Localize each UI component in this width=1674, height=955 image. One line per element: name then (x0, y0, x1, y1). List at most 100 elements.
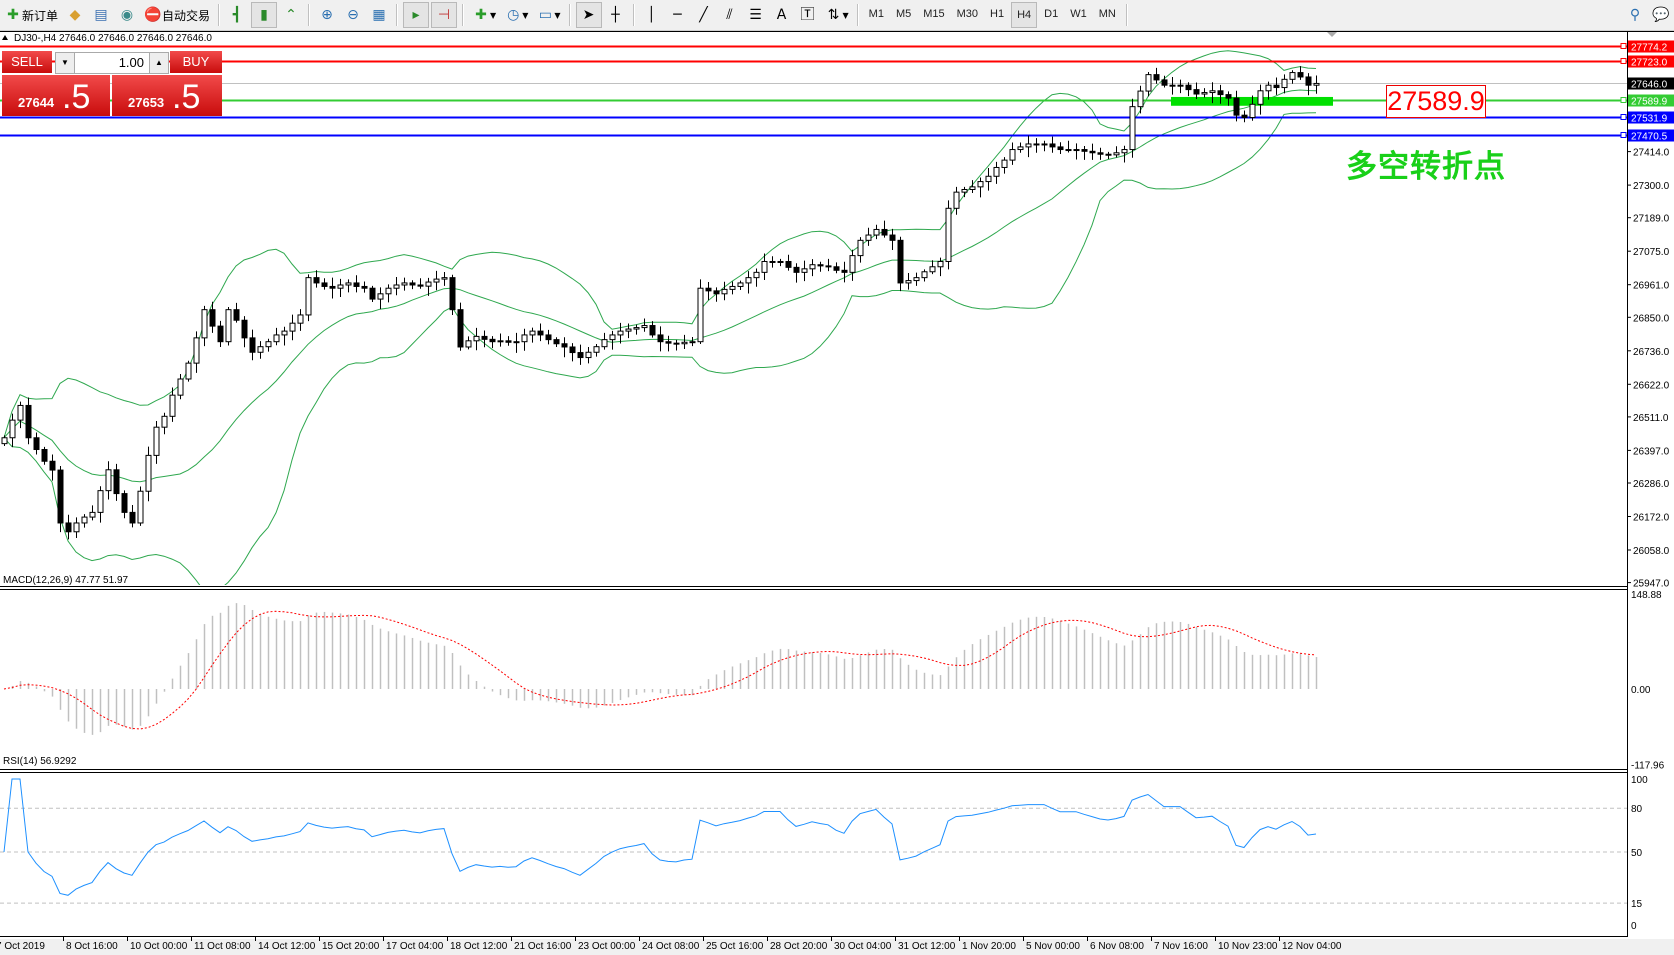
candle-body (1, 437, 8, 445)
zoom-out-button[interactable]: ⊖ (341, 3, 365, 27)
dropdown-icon: ▼ (554, 10, 561, 20)
candle-body (1225, 94, 1232, 99)
candle-body (33, 437, 40, 451)
timeframe-d1[interactable]: D1 (1044, 8, 1059, 20)
text-label-icon: 🅃 (800, 7, 815, 23)
candle-body (1137, 90, 1144, 108)
candle-body (41, 449, 48, 462)
candle-body (1313, 82, 1320, 86)
candle-body (185, 362, 192, 380)
periods-button[interactable]: ◷ ▼ (501, 3, 531, 27)
signals-button[interactable]: ◉ (115, 3, 139, 27)
level-handle (1620, 58, 1627, 64)
price-tick-label: 26961.0 (1633, 281, 1670, 292)
chart-area[interactable]: DJ30-,H4 27646.0 27646.0 27646.0 27646.0… (0, 31, 1674, 955)
candle-body (865, 234, 872, 241)
timeframe-m15[interactable]: M15 (923, 8, 945, 20)
price-annotation-label[interactable]: 27589.9 (1386, 85, 1486, 118)
chat-icon: 💬 (1652, 7, 1670, 23)
candle-body (241, 319, 248, 339)
time-tick-label: 28 Oct 20:00 (770, 941, 828, 952)
channel-button[interactable]: ⫽ (718, 3, 742, 27)
metaeditor-button[interactable]: ◆ (63, 3, 87, 27)
candle-body (193, 337, 200, 364)
text-button[interactable]: A (770, 3, 794, 27)
fibonacci-button[interactable]: ☰ (744, 3, 768, 27)
rsi-tick-label: 0 (1631, 921, 1637, 932)
auto-trading-button[interactable]: ⛔ 自动交易 (141, 3, 213, 27)
divider (218, 4, 221, 26)
candle-body (1161, 79, 1168, 86)
search-button[interactable]: ⚲ (1623, 3, 1647, 27)
timeframe-h1[interactable]: H1 (990, 8, 1005, 20)
divider (632, 4, 635, 26)
candle-body (1153, 74, 1160, 81)
timeframe-h4[interactable]: H4 (1011, 2, 1038, 28)
candle-body (1169, 84, 1176, 87)
strategy-tester-button[interactable]: ▤ (89, 3, 113, 27)
vertical-line-button[interactable]: │ (640, 3, 664, 27)
bar-chart-button[interactable]: ┫ (225, 3, 249, 27)
line-chart-button[interactable]: ⌃ (279, 3, 303, 27)
buy-price-main: 27653 (128, 95, 165, 110)
cursor-button[interactable]: ➤ (575, 2, 602, 28)
template-icon: ▭ (538, 7, 552, 23)
candle-body (1249, 103, 1256, 119)
time-tick-label: 24 Oct 08:00 (642, 941, 700, 952)
candle-body (561, 343, 568, 348)
candle-body (929, 266, 936, 273)
candle-body (465, 340, 472, 348)
candle-body (937, 260, 944, 268)
auto-scroll-button[interactable]: ▸ (403, 2, 430, 28)
time-tick-label: 25 Oct 16:00 (706, 941, 764, 952)
candle-body (393, 284, 400, 289)
buy-price-button[interactable]: 27653 .5 (112, 75, 222, 116)
lot-decrease-icon[interactable]: ▼ (56, 53, 75, 73)
zoom-in-button[interactable]: ⊕ (315, 3, 339, 27)
arrows-button[interactable]: ⇅ ▼ (822, 3, 852, 27)
timeframe-m1[interactable]: M1 (868, 8, 884, 20)
candle-body (1073, 149, 1080, 152)
chat-button[interactable]: 💬 (1649, 3, 1673, 27)
indicators-button[interactable]: ✚ ▼ (469, 3, 499, 27)
rsi-tick-label: 100 (1631, 775, 1648, 786)
trendline-icon: ╱ (699, 7, 708, 23)
bollinger-middle (3, 89, 1317, 483)
tile-windows-button[interactable]: ▦ (367, 3, 391, 27)
price-tick-label: 27189.0 (1633, 214, 1670, 225)
candle-body (881, 228, 888, 236)
templates-button[interactable]: ▭ ▼ (533, 3, 563, 27)
dropdown-icon: ▼ (490, 10, 497, 20)
sell-button[interactable]: SELL (2, 51, 52, 73)
timeframe-bar: M1 M5 M15 M30 H1 H4 D1 W1 MN (863, 2, 1122, 28)
crosshair-button[interactable]: ┼ (604, 3, 628, 27)
candle-body (1233, 97, 1240, 116)
candle-body (665, 341, 672, 344)
buy-button[interactable]: BUY (170, 51, 222, 73)
timeframe-m30[interactable]: M30 (956, 8, 979, 20)
bollinger-upper (3, 50, 1317, 438)
candle-body (441, 277, 448, 280)
lot-size-field[interactable]: ▼ 1.00 ▲ (55, 52, 169, 74)
pivot-annotation-text[interactable]: 多空转折点 (1346, 149, 1506, 185)
sell-price-button[interactable]: 27644 .5 (2, 75, 110, 116)
price-tick-label: 26058.0 (1633, 546, 1670, 557)
candle-body (841, 269, 848, 273)
candle-body (1041, 143, 1048, 146)
candle-body (1025, 143, 1032, 148)
timeframe-m5[interactable]: M5 (895, 8, 912, 20)
trendline-button[interactable]: ╱ (692, 3, 716, 27)
auto-trading-icon: ⛔ (144, 7, 162, 23)
timeframe-w1[interactable]: W1 (1070, 8, 1087, 20)
rsi-line (3, 778, 1317, 896)
new-order-button[interactable]: ✚ 新订单 (1, 3, 61, 27)
chart-shift-button[interactable]: ⊣ (431, 2, 458, 28)
lot-increase-icon[interactable]: ▲ (149, 53, 168, 73)
lot-size-value[interactable]: 1.00 (118, 55, 144, 70)
new-order-label: 新订单 (22, 8, 59, 23)
candle-body (417, 284, 424, 287)
horizontal-line-button[interactable]: ─ (666, 3, 690, 27)
candlestick-button[interactable]: ▮ (251, 2, 278, 28)
timeframe-mn[interactable]: MN (1098, 8, 1116, 20)
text-label-button[interactable]: 🅃 (796, 3, 820, 27)
